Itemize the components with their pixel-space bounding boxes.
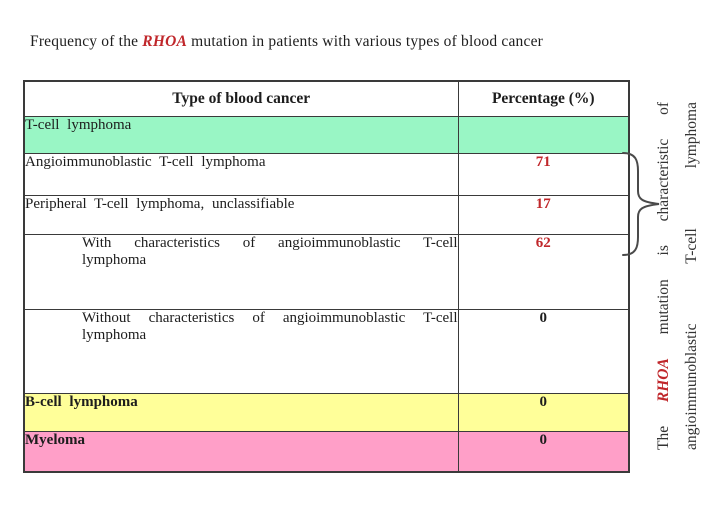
type-cell: T-cell lymphoma [23, 115, 459, 154]
side-note-rotated-text: The RHOA mutation is characteristic of a… [650, 102, 708, 450]
caption-prefix: Frequency of the [30, 33, 143, 50]
side-note-line1-prefix: The [655, 402, 672, 450]
frequency-table: Type of blood cancer Percentage (%) T-ce… [23, 80, 630, 473]
type-cell: With characteristics of angioimmunoblast… [23, 233, 459, 310]
percentage-cell: 0 [457, 392, 630, 432]
table-row: With characteristics of angioimmunoblast… [23, 233, 630, 310]
caption-gene-rhoa: RHOA [142, 33, 188, 50]
table-row: Peripheral T-cell lymphoma, unclassifiab… [23, 194, 630, 235]
table-row: T-cell lymphoma [23, 115, 630, 154]
table-row: B-cell lymphoma 0 [23, 392, 630, 432]
grouping-brace-icon [622, 152, 660, 256]
figure-caption: Frequency of the RHOA mutation in patien… [30, 33, 543, 51]
table-row: Myeloma 0 [23, 430, 630, 473]
header-percentage: Percentage (%) [457, 80, 630, 117]
percentage-cell [457, 115, 630, 154]
side-note-line-2: angioimmunoblastic T-cell lymphoma [683, 102, 700, 450]
percentage-cell: 71 [457, 152, 630, 196]
type-cell: Angioimmunoblastic T-cell lymphoma [23, 152, 459, 196]
header-type-of-blood-cancer: Type of blood cancer [23, 80, 459, 117]
side-note: The RHOA mutation is characteristic of a… [650, 102, 708, 450]
table-header-row: Type of blood cancer Percentage (%) [23, 80, 630, 117]
side-note-gene-rhoa: RHOA [655, 358, 672, 403]
percentage-cell: 62 [457, 233, 630, 310]
type-cell: Myeloma [23, 430, 459, 473]
caption-suffix: mutation in patients with various types … [187, 33, 544, 50]
percentage-cell: 0 [457, 308, 630, 394]
side-note-line1-suffix: mutation is characteristic of [655, 102, 672, 359]
type-cell: Without characteristics of angioimmunobl… [23, 308, 459, 394]
table-row: Angioimmunoblastic T-cell lymphoma 71 [23, 152, 630, 196]
side-note-line-1: The RHOA mutation is characteristic of [650, 102, 678, 450]
percentage-cell: 0 [457, 430, 630, 473]
type-cell: B-cell lymphoma [23, 392, 459, 432]
table-row: Without characteristics of angioimmunobl… [23, 308, 630, 394]
percentage-cell: 17 [457, 194, 630, 235]
type-cell: Peripheral T-cell lymphoma, unclassifiab… [23, 194, 459, 235]
